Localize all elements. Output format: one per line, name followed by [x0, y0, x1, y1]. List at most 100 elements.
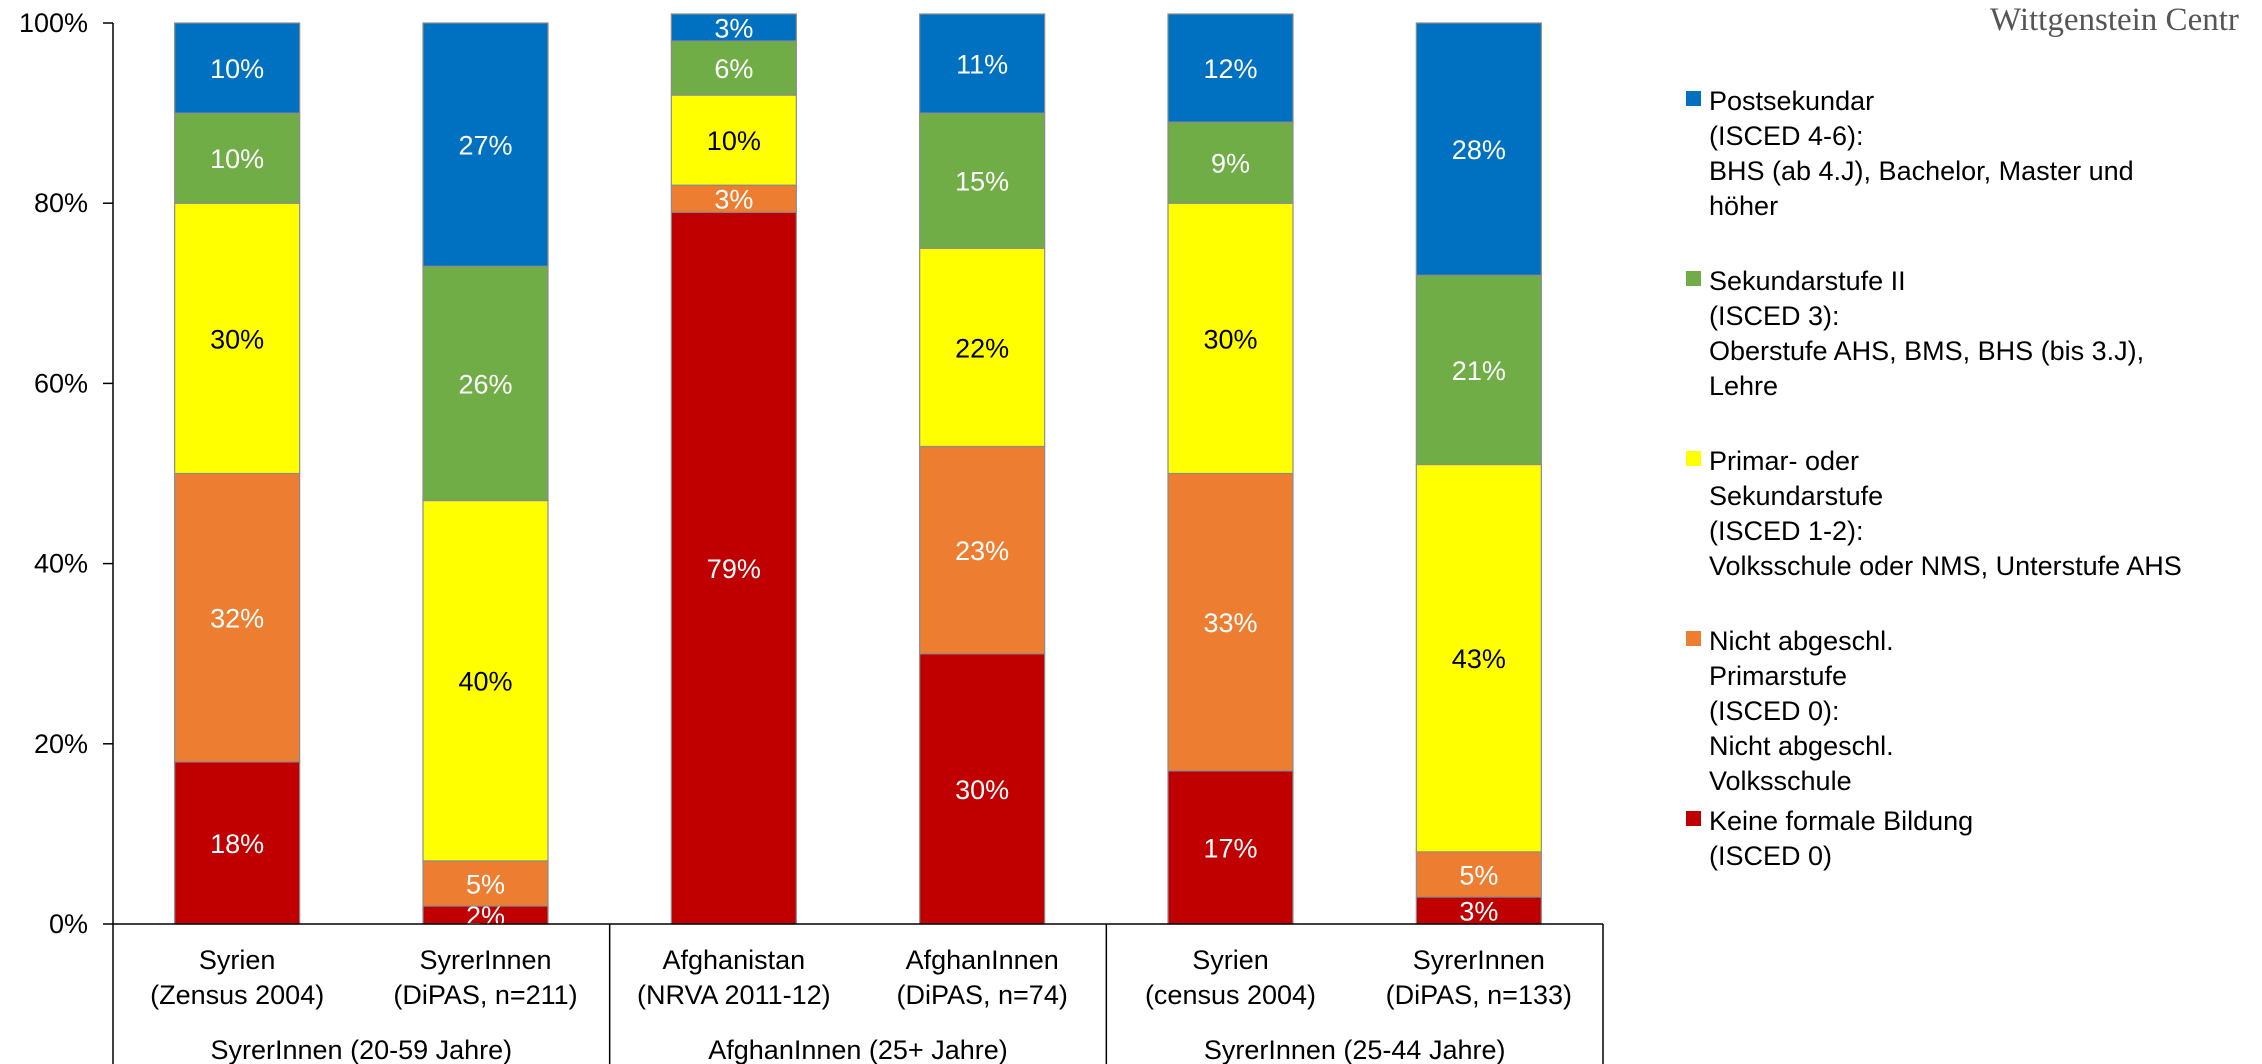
legend-label: höher: [1709, 191, 1778, 221]
legend-label: (ISCED 0): [1709, 841, 1832, 871]
data-label: 10%: [210, 54, 264, 84]
legend-label: (ISCED 0):: [1709, 696, 1840, 726]
bar-segment: [422, 22, 549, 267]
category-label: AfghanInnen: [906, 945, 1059, 975]
bar-segment: [670, 13, 797, 42]
y-tick-label: 60%: [34, 368, 88, 398]
legend-label: Primar- oder: [1709, 446, 1859, 476]
bar-segment: [174, 22, 301, 114]
y-tick-label: 40%: [34, 549, 88, 579]
legend-label: Volksschule: [1709, 766, 1852, 796]
bar-segment: [919, 247, 1046, 448]
bar-segment: [670, 211, 797, 925]
data-label: 12%: [1203, 54, 1257, 84]
legend-swatch: [1686, 631, 1701, 646]
category-label: Syrien: [1192, 945, 1269, 975]
legend-swatch: [1686, 271, 1701, 286]
bar-segment: [919, 445, 1046, 655]
data-label: 11%: [956, 50, 1008, 80]
bar-segment: [1167, 121, 1294, 204]
bar-segment: [422, 265, 549, 502]
bar-segment: [174, 202, 301, 475]
data-label: 33%: [1203, 608, 1257, 638]
data-label: 23%: [955, 536, 1009, 566]
data-label: 27%: [458, 131, 512, 161]
bar-segment: [919, 653, 1046, 925]
bar-segment: [1167, 770, 1294, 925]
bar-segment: [1415, 463, 1542, 853]
data-label: 79%: [707, 554, 761, 584]
bar-segment: [670, 94, 797, 186]
legend-label: Keine formale Bildung: [1709, 806, 1973, 836]
legend-label: (ISCED 1-2):: [1709, 516, 1864, 546]
bar-segment: [670, 184, 797, 213]
data-label: 40%: [458, 667, 512, 697]
category-label: SyrerInnen: [1413, 945, 1545, 975]
legend-label: BHS (ab 4.J), Bachelor, Master und: [1709, 156, 2134, 186]
bar-segment: [422, 860, 549, 907]
y-tick-label: 80%: [34, 188, 88, 218]
legend-label: (ISCED 4-6):: [1709, 121, 1864, 151]
data-label: 30%: [955, 775, 1009, 805]
data-label: 17%: [1203, 833, 1257, 863]
category-label: SyrerInnen: [419, 945, 551, 975]
bar-segment: [1415, 851, 1542, 898]
y-tick-label: 20%: [34, 729, 88, 759]
y-tick-label: 0%: [49, 909, 88, 939]
legend-label: Nicht abgeschl.: [1709, 731, 1894, 761]
bar-segment: [422, 499, 549, 862]
legend-label: Lehre: [1709, 371, 1778, 401]
legend-swatch: [1686, 451, 1701, 466]
legend-swatch: [1686, 91, 1701, 106]
data-label: 21%: [1452, 356, 1506, 386]
group-label: AfghanInnen (25+ Jahre): [708, 1035, 1007, 1064]
group-label: SyrerInnen (20-59 Jahre): [211, 1035, 513, 1064]
bar-segment: [1415, 274, 1542, 466]
data-label: 15%: [955, 167, 1009, 197]
legend-swatch: [1686, 811, 1701, 826]
data-label: 30%: [1203, 324, 1257, 354]
data-label: 3%: [714, 185, 753, 215]
data-label: 28%: [1452, 135, 1506, 165]
legend-label: Sekundarstufe II: [1709, 266, 1906, 296]
category-label: Syrien: [199, 945, 276, 975]
watermark-text: Wittgenstein Centr: [1990, 2, 2239, 38]
data-label: 18%: [210, 829, 264, 859]
data-label: 10%: [707, 126, 761, 156]
bar-segment: [1415, 22, 1542, 276]
data-label: 9%: [1211, 149, 1250, 179]
bar-segment: [174, 472, 301, 763]
bar-segment: [1167, 13, 1294, 123]
category-label: (census 2004): [1145, 980, 1316, 1010]
data-label: 30%: [210, 324, 264, 354]
group-label: SyrerInnen (25-44 Jahre): [1204, 1035, 1506, 1064]
category-label: (DiPAS, n=211): [393, 980, 577, 1010]
bar-segment: [1167, 472, 1294, 772]
legend-label: Postsekundar: [1709, 86, 1874, 116]
data-label: 3%: [714, 14, 753, 44]
data-label: 5%: [466, 869, 505, 899]
category-label: (DiPAS, n=133): [1386, 980, 1572, 1010]
legend-label: Oberstufe AHS, BMS, BHS (bis 3.J),: [1709, 336, 2144, 366]
legend-label: Primarstufe: [1709, 661, 1847, 691]
y-tick-label: 100%: [19, 8, 88, 38]
data-label: 43%: [1452, 644, 1506, 674]
data-label: 32%: [210, 604, 264, 634]
category-label: (Zensus 2004): [150, 980, 324, 1010]
category-label: (DiPAS, n=74): [897, 980, 1068, 1010]
category-label: Afghanistan: [663, 945, 806, 975]
legend-label: Volksschule oder NMS, Unterstufe AHS: [1709, 551, 2182, 581]
category-label: (NRVA 2011-12): [637, 980, 831, 1010]
data-label: 22%: [955, 333, 1009, 363]
data-label: 26%: [458, 369, 512, 399]
data-label: 6%: [714, 54, 753, 84]
data-label: 5%: [1459, 860, 1498, 890]
bar-segment: [1167, 202, 1294, 475]
data-label: 3%: [1459, 896, 1498, 926]
bar-segment: [919, 13, 1046, 114]
legend-label: (ISCED 3):: [1709, 301, 1840, 331]
data-label: 10%: [210, 144, 264, 174]
legend-label: Nicht abgeschl.: [1709, 626, 1894, 656]
bar-segment: [1415, 896, 1542, 925]
